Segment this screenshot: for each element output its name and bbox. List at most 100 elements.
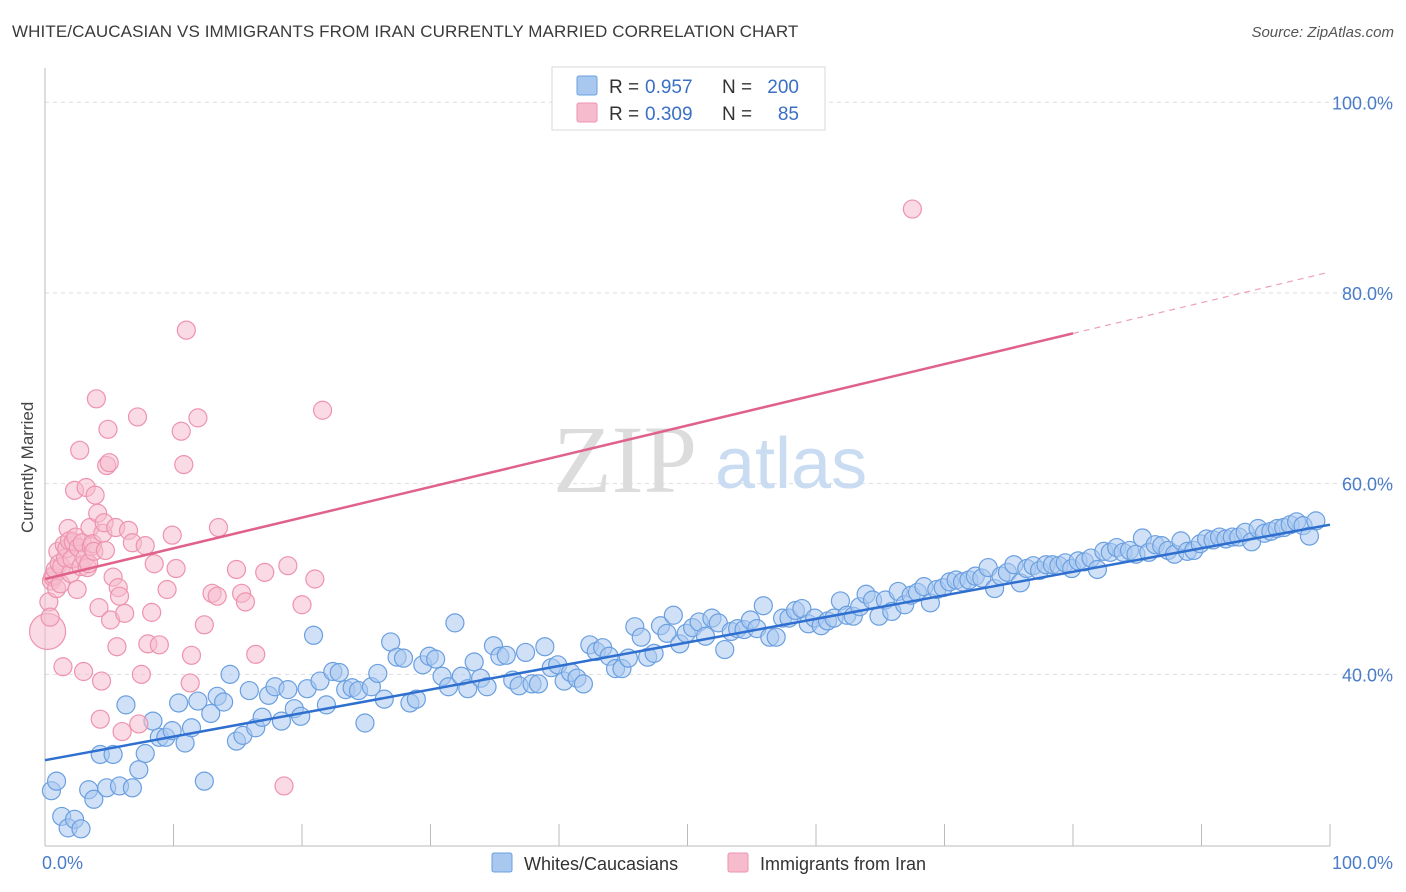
data-point-iran bbox=[129, 714, 149, 734]
bottom-legend-label-whites: Whites/Caucasians bbox=[524, 854, 678, 874]
legend-r-value: 0.309 bbox=[645, 104, 693, 125]
legend-n-label: N = bbox=[722, 104, 752, 125]
data-point-iran bbox=[235, 592, 256, 612]
data-point-iran bbox=[278, 556, 298, 576]
data-point-iran bbox=[127, 407, 148, 427]
gridlines bbox=[45, 101, 1393, 675]
data-point-whites bbox=[515, 642, 536, 663]
data-point-whites bbox=[663, 605, 683, 625]
data-point-iran bbox=[144, 554, 164, 574]
bottom-legend-label-iran: Immigrants from Iran bbox=[760, 854, 926, 874]
series-legend: Whites/Caucasians Immigrants from Iran bbox=[491, 852, 926, 874]
data-point-whites bbox=[310, 671, 330, 691]
legend-r-label: R = bbox=[609, 77, 639, 98]
data-point-whites bbox=[406, 689, 426, 709]
data-point-whites bbox=[103, 744, 123, 765]
data-point-iran bbox=[142, 602, 162, 622]
data-point-whites bbox=[528, 674, 549, 694]
source-label: Source: ZipAtlas.com bbox=[1251, 24, 1394, 41]
data-point-whites bbox=[220, 664, 240, 684]
legend-n-value: 200 bbox=[767, 77, 799, 98]
data-point-whites bbox=[303, 625, 324, 645]
data-point-iran bbox=[85, 485, 105, 505]
data-point-whites bbox=[393, 648, 414, 668]
data-point-whites bbox=[477, 677, 497, 697]
data-point-whites bbox=[122, 778, 142, 798]
data-point-whites bbox=[715, 639, 735, 660]
data-point-iran bbox=[149, 635, 169, 655]
data-point-whites bbox=[355, 713, 375, 733]
data-point-whites bbox=[46, 771, 67, 791]
trend-lines bbox=[44, 271, 1331, 762]
data-point-iran bbox=[181, 645, 202, 665]
data-point-whites bbox=[214, 692, 234, 712]
data-point-whites bbox=[368, 663, 388, 684]
data-point-iran bbox=[176, 320, 196, 340]
data-point-iran bbox=[73, 661, 94, 682]
data-point-whites bbox=[71, 819, 91, 839]
data-point-iran bbox=[89, 598, 109, 618]
data-point-whites bbox=[753, 596, 773, 616]
data-point-iran bbox=[112, 721, 132, 742]
data-point-whites bbox=[116, 695, 136, 715]
data-point-iran bbox=[53, 657, 73, 677]
legend-swatch-blue bbox=[576, 75, 598, 96]
data-point-iran bbox=[312, 400, 333, 420]
data-point-iran bbox=[115, 603, 135, 623]
data-point-whites bbox=[278, 680, 298, 700]
chart-title: WHITE/CAUCASIAN VS IMMIGRANTS FROM IRAN … bbox=[12, 22, 799, 41]
data-point-whites bbox=[239, 680, 259, 701]
bottom-legend-swatch-pink bbox=[727, 852, 749, 873]
data-point-iran bbox=[99, 453, 119, 473]
data-point-iran bbox=[86, 389, 107, 409]
data-point-whites bbox=[135, 743, 155, 764]
legend-r-label: R = bbox=[609, 104, 639, 125]
data-point-whites bbox=[426, 649, 446, 669]
legend-swatch-pink bbox=[576, 102, 598, 123]
legend-n-value: 85 bbox=[778, 104, 799, 125]
data-point-iran bbox=[95, 540, 115, 561]
x-tick-label-min: 0.0% bbox=[42, 853, 83, 873]
data-point-whites bbox=[657, 623, 677, 643]
data-point-whites bbox=[188, 691, 208, 711]
data-point-iran bbox=[194, 615, 214, 635]
data-point-whites bbox=[464, 652, 484, 672]
y-axis-label: Currently Married bbox=[18, 402, 37, 533]
data-point-whites bbox=[535, 637, 555, 657]
data-point-iran bbox=[98, 419, 118, 439]
watermark-atlas: atlas bbox=[715, 424, 867, 504]
data-point-whites bbox=[496, 645, 516, 665]
bottom-legend-swatch-blue bbox=[491, 852, 513, 873]
data-point-iran bbox=[109, 586, 130, 606]
axes bbox=[44, 68, 1331, 847]
trend-line-iran-extension bbox=[1072, 271, 1331, 334]
data-point-iran bbox=[90, 709, 110, 729]
legend-n-label: N = bbox=[722, 77, 752, 98]
data-point-whites bbox=[445, 613, 465, 633]
trend-line-iran bbox=[44, 332, 1074, 581]
data-point-iran bbox=[274, 776, 294, 796]
data-point-whites bbox=[329, 662, 349, 683]
data-point-whites bbox=[631, 627, 651, 647]
y-tick-label: 100.0% bbox=[1332, 93, 1393, 113]
data-point-whites bbox=[291, 706, 311, 726]
data-point-iran bbox=[162, 525, 182, 545]
y-tick-label: 60.0% bbox=[1342, 475, 1393, 495]
x-tick-label-max: 100.0% bbox=[1332, 853, 1393, 873]
data-point-iran bbox=[208, 517, 229, 538]
data-point-iran bbox=[255, 562, 275, 582]
correlation-legend: R = 0.957 N = 200 R = 0.309 N = 85 bbox=[551, 66, 826, 131]
data-point-whites bbox=[129, 760, 149, 780]
data-point-whites bbox=[201, 703, 221, 724]
trend-line-whites bbox=[44, 523, 1331, 762]
data-point-iran bbox=[70, 440, 90, 460]
data-point-iran bbox=[67, 579, 87, 600]
data-point-iran bbox=[174, 455, 194, 475]
y-tick-label: 80.0% bbox=[1342, 284, 1393, 304]
data-point-iran bbox=[188, 408, 208, 428]
data-point-iran bbox=[292, 595, 312, 615]
series-iran-points bbox=[28, 199, 922, 796]
data-point-iran bbox=[171, 421, 191, 441]
data-point-whites bbox=[573, 674, 594, 694]
